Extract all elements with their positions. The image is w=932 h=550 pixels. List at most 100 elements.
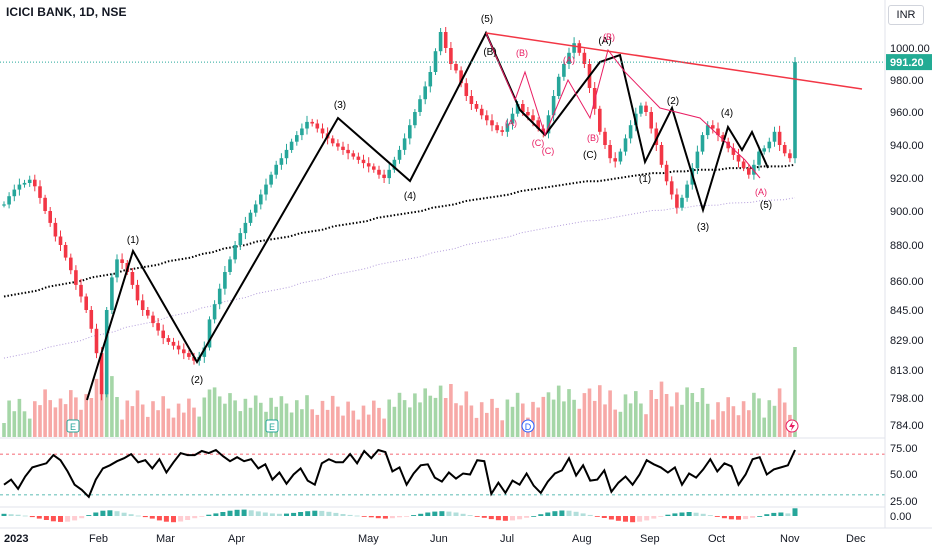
- candle-body: [782, 145, 787, 154]
- volume-bar: [161, 396, 165, 437]
- macd-bar: [206, 514, 212, 516]
- volume-bar: [479, 402, 484, 437]
- candle-body: [269, 174, 273, 185]
- candle-body: [289, 141, 294, 150]
- event-marker: E: [265, 419, 279, 433]
- macd-bar: [142, 516, 148, 518]
- candle-body: [22, 182, 27, 185]
- candle-body: [135, 284, 140, 301]
- candle-body: [664, 164, 669, 182]
- candle-body: [449, 48, 453, 64]
- price-tick-label: 845.00: [890, 305, 924, 317]
- time-tick-label: Dec: [846, 533, 866, 545]
- corrective-label: (B): [603, 32, 615, 42]
- event-marker: D: [521, 419, 535, 433]
- macd-bar: [234, 509, 240, 516]
- candle-body: [402, 138, 407, 150]
- macd-bar: [757, 516, 763, 517]
- chart-title: ICICI BANK, 1D, NSE: [6, 5, 127, 19]
- macd-bar: [566, 510, 572, 516]
- macd-bar: [185, 516, 191, 520]
- corrective-label: (B): [516, 48, 528, 58]
- earnings-icon: [66, 419, 80, 433]
- volume-bar: [408, 407, 412, 437]
- candle-body: [176, 345, 181, 350]
- macd-bar: [8, 514, 14, 516]
- alert-icon: [785, 419, 799, 433]
- volume-bar: [233, 400, 237, 437]
- macd-bar: [79, 516, 85, 519]
- candle-body: [469, 96, 474, 104]
- macd-bar: [22, 515, 28, 517]
- price-tick-label: 880.00: [890, 240, 924, 252]
- macd-bar: [686, 512, 692, 516]
- macd-bar: [495, 516, 501, 521]
- price-tick-label: 1000.00: [890, 43, 930, 55]
- volume-bar: [541, 396, 546, 437]
- wave-label: (3): [334, 100, 346, 111]
- volume-bar: [12, 411, 17, 437]
- volume-bar: [38, 405, 42, 437]
- wave-labels: (1)(2)(3)(4)(5)(A)(B)(C)(1)(2)(3)(4)(5)(…: [66, 14, 799, 433]
- volume-bar: [628, 403, 633, 437]
- wave-label: (4): [721, 108, 733, 119]
- volume-bar: [587, 388, 592, 437]
- volume-bar: [716, 402, 720, 437]
- volume-bar: [418, 402, 422, 437]
- volume-bar: [377, 407, 381, 437]
- macd-bar: [672, 513, 678, 516]
- volume-bar: [623, 394, 628, 437]
- macd-bar: [128, 514, 134, 516]
- candle-body: [459, 70, 463, 84]
- candle-body: [623, 138, 628, 152]
- macd-bar: [728, 516, 734, 520]
- candle-body: [110, 277, 114, 310]
- macd-bar: [389, 516, 395, 519]
- volume-bar: [592, 400, 597, 437]
- candle-body: [182, 349, 186, 354]
- volume-bar: [546, 392, 551, 437]
- candle-body: [392, 159, 397, 170]
- candle-body: [151, 315, 155, 324]
- volume-bar: [305, 395, 309, 437]
- volume-bar: [413, 393, 417, 437]
- macd-bar: [460, 513, 466, 516]
- macd-bar: [72, 516, 78, 521]
- candle-body: [490, 120, 494, 126]
- macd-bar: [771, 512, 777, 516]
- volume-bar: [115, 397, 119, 437]
- volume-bar: [330, 395, 335, 437]
- candle-body: [788, 153, 792, 159]
- macd-bar: [114, 511, 120, 516]
- candle-body: [546, 115, 551, 134]
- volume-bar: [613, 409, 617, 437]
- macd-bar: [178, 516, 184, 522]
- volume-bar: [449, 384, 453, 437]
- candle-body: [551, 96, 556, 116]
- volume-bar: [33, 401, 37, 437]
- macd-bar: [714, 516, 720, 517]
- macd-bar: [474, 516, 480, 517]
- volume-bar: [736, 415, 741, 437]
- corrective-label: (C): [542, 146, 555, 156]
- macd-bar: [192, 516, 198, 519]
- volume-bar: [284, 403, 289, 437]
- volume-bar: [510, 406, 515, 437]
- volume-bar: [130, 406, 135, 437]
- candle-body: [454, 64, 458, 71]
- volume-bar: [295, 400, 299, 437]
- candle-body: [264, 184, 268, 195]
- volume-bar: [505, 399, 510, 437]
- candle-body: [598, 108, 602, 132]
- volume-bar: [197, 416, 201, 437]
- candle-body: [762, 148, 766, 152]
- macd-bar: [163, 516, 169, 522]
- volume-bar: [94, 378, 99, 437]
- candle-body: [48, 211, 52, 223]
- volume-bar: [351, 410, 356, 437]
- candle-body: [284, 149, 289, 159]
- currency-selector[interactable]: INR: [888, 5, 924, 25]
- volume-bar: [598, 385, 602, 437]
